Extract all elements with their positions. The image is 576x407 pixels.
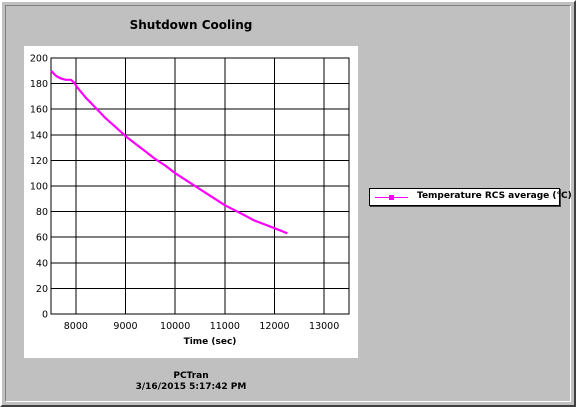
x-tick-label: 13000	[309, 321, 339, 332]
x-tick-label: 11000	[210, 321, 240, 332]
chart-legend: Temperature RCS average (°C)	[369, 188, 572, 206]
series-line-temperature-rcs-average	[50, 70, 288, 235]
y-tick-label: 200	[30, 54, 48, 65]
y-tick-label: 140	[30, 130, 48, 141]
chart-window-bevel	[5, 5, 571, 402]
chart-title: Shutdown Cooling	[129, 18, 253, 32]
x-tick-label: 9000	[113, 321, 137, 332]
y-tick-label: 180	[30, 79, 48, 90]
plot-border	[50, 57, 350, 315]
y-tick-label: 120	[30, 156, 48, 167]
legend-marker	[389, 195, 394, 200]
line-chart: 0 20 40 60 80 100 120 140 160 180 200 8000 9000 10000…	[30, 54, 350, 347]
footer-app-name: PCTran	[173, 371, 209, 381]
x-tick-label: 12000	[259, 321, 289, 332]
y-tick-label: 160	[30, 105, 48, 116]
y-tick-label: 100	[30, 182, 48, 193]
y-tick-label: 0	[42, 310, 48, 321]
footer-timestamp: 3/16/2015 5:17:42 PM	[135, 382, 247, 392]
y-tick-label: 80	[36, 207, 48, 218]
x-tick-label: 8000	[64, 321, 88, 332]
y-tick-label: 60	[36, 233, 48, 244]
y-tick-label: 20	[36, 284, 48, 295]
legend-series-label: Temperature RCS average (°C)	[417, 191, 572, 201]
plot-panel: 0 20 40 60 80 100 120 140 160 180 200 8000 9000 10000…	[24, 46, 358, 358]
y-tick-label: 40	[36, 258, 48, 269]
x-axis-title: Time (sec)	[184, 337, 237, 347]
x-tick-label: 10000	[160, 321, 190, 332]
